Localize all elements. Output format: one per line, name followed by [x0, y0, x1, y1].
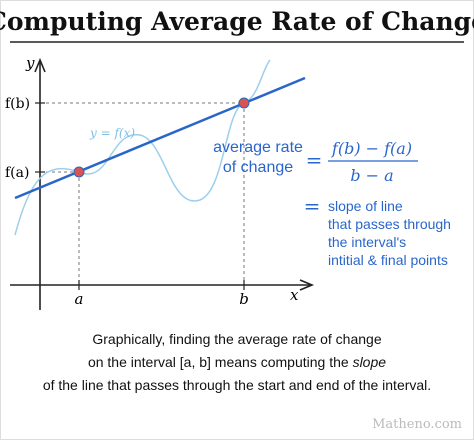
caption-line: of the line that passes through the star…: [43, 377, 431, 393]
explanation: intitial & final points: [328, 252, 448, 268]
explanation: that passes through: [328, 216, 451, 232]
watermark: Matheno.com: [372, 417, 462, 432]
explanation: slope of line: [328, 198, 403, 214]
point-b: [238, 97, 250, 109]
a-label: a: [75, 290, 84, 308]
lhs: of change: [223, 159, 293, 176]
denominator: b − a: [350, 166, 393, 185]
equals: =: [306, 148, 323, 172]
caption-line: Graphically, finding the average rate of…: [92, 331, 381, 347]
lhs: average rate: [213, 139, 303, 156]
equals: =: [304, 194, 321, 218]
x-axis-label: x: [290, 286, 299, 304]
caption-line: on the interval [a, b] means computing t…: [88, 354, 386, 370]
y-axis-label: y: [25, 54, 35, 72]
explanation: the interval's: [328, 234, 406, 250]
title: Computing Average Rate of Change: [0, 7, 474, 36]
ticks: [35, 102, 245, 290]
b-label: b: [239, 290, 249, 308]
fb-label: f(b): [5, 96, 30, 112]
point-a: [73, 166, 85, 178]
curve-label: y = f(x): [89, 126, 135, 140]
caption: Graphically, finding the average rate of…: [43, 331, 431, 393]
secant-line: [14, 76, 306, 200]
formula: average rate of change = f(b) − f(a) b −…: [213, 139, 451, 268]
numerator: f(b) − f(a): [331, 139, 412, 158]
caption-italic: slope: [353, 354, 387, 370]
guides: [40, 102, 245, 285]
fa-label: f(a): [5, 165, 29, 181]
caption-text: on the interval [a, b] means computing t…: [88, 354, 353, 370]
